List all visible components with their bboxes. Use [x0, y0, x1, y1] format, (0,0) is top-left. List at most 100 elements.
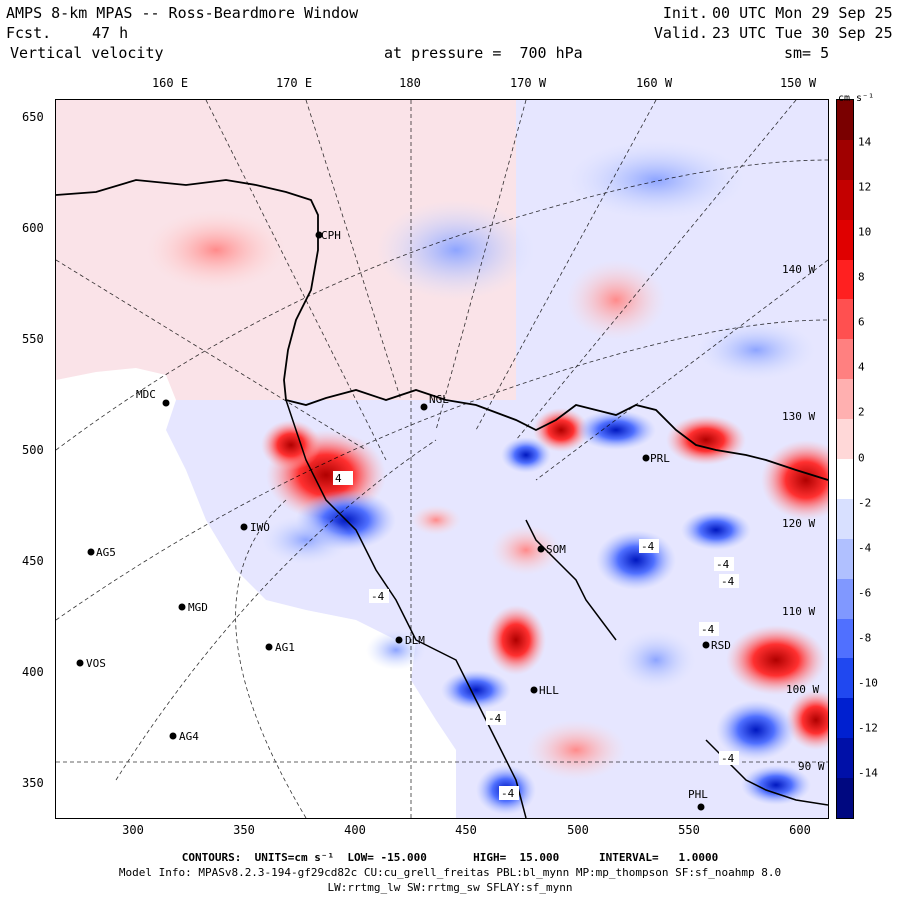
colorbar-tick: -12 — [858, 721, 878, 735]
station-label: SOM — [546, 543, 566, 556]
colorbar-tick: 10 — [858, 225, 872, 239]
station-label: HLL — [539, 684, 559, 697]
model-info: Model Info: MPASv8.2.3-194-gf29cd82c CU:… — [118, 866, 782, 879]
contour-label: -4 — [716, 558, 730, 571]
contour-label-box — [714, 557, 734, 571]
inner-lon-label: 120 W — [782, 517, 815, 530]
station-label: IWO — [250, 521, 270, 534]
station-label: AG1 — [275, 641, 295, 654]
x-tick: 600 — [789, 823, 811, 837]
inner-lon-label: 130 W — [782, 410, 815, 423]
physics-info: LW:rrtmg_lw SW:rrtmg_sw SFLAY:sf_mynn — [327, 881, 573, 894]
inner-lon-label: 90 W — [798, 760, 825, 773]
colorbar-segment — [837, 578, 853, 620]
y-tick: 500 — [22, 443, 44, 457]
inner-lon-label: 100 W — [786, 683, 819, 696]
contour-label: -4 — [641, 540, 655, 553]
colorbar-segment — [837, 459, 853, 500]
lon-label: 170 E — [275, 76, 313, 90]
colorbar-segment — [837, 259, 853, 300]
contour-label-box — [639, 539, 659, 553]
contour-label-box — [719, 574, 739, 588]
contour-label: -4 — [488, 712, 502, 725]
colorbar — [836, 99, 854, 819]
station-label: AG4 — [179, 730, 199, 743]
contour-label-box — [333, 471, 353, 485]
x-tick: 350 — [233, 823, 255, 837]
map-canvas: CPH MDC NGL PRL AG5 IWO SOM MGD AG1 DLM VOS AG4 HLL R… — [56, 100, 828, 818]
valid-label: Valid. — [653, 24, 708, 42]
colorbar-segment — [837, 299, 853, 340]
colorbar-tick: -6 — [858, 586, 872, 600]
colorbar-tick: 2 — [858, 405, 865, 419]
colorbar-segment — [837, 139, 853, 181]
y-tick: 400 — [22, 665, 44, 679]
contour-labels: 4 -4 -4 -4 -4 -4 -4 -4 -4 — [333, 471, 739, 800]
x-tick: 300 — [122, 823, 144, 837]
station-label: PRL — [650, 452, 670, 465]
colorbar-segment — [837, 379, 853, 420]
lon-label: 150 W — [779, 76, 817, 90]
y-tick: 600 — [22, 221, 44, 235]
forecast-hour: 47 h — [92, 24, 129, 42]
contour-label: 4 — [335, 472, 342, 485]
colorbar-tick: 4 — [858, 360, 865, 374]
smoothing-value: sm= 5 — [784, 44, 830, 62]
y-tick: 550 — [22, 332, 44, 346]
inner-lon-label: 140 W — [782, 263, 815, 276]
pressure-level: at pressure = 700 hPa — [384, 44, 583, 62]
colorbar-segment — [837, 419, 853, 460]
station-label: CPH — [321, 229, 341, 242]
init-label: Init. — [662, 4, 708, 22]
station-labels: CPH MDC NGL PRL AG5 IWO SOM MGD AG1 DLM VOS AG4 HLL R… — [86, 229, 731, 801]
colorbar-segment — [837, 698, 853, 739]
lon-label: 160 W — [635, 76, 673, 90]
colorbar-segment — [837, 100, 853, 141]
station-label: VOS — [86, 657, 106, 670]
variable-name: Vertical velocity — [10, 44, 164, 62]
x-tick: 500 — [567, 823, 589, 837]
forecast-label: Fcst. — [6, 24, 52, 42]
contour-label-box — [499, 786, 519, 800]
valid-time: 23 UTC Tue 30 Sep 25 — [712, 24, 893, 42]
station-label: PHL — [688, 788, 708, 801]
contour-label-box — [699, 622, 719, 636]
map-panel: CPH MDC NGL PRL AG5 IWO SOM MGD AG1 DLM VOS AG4 HLL R… — [55, 99, 829, 819]
colorbar-units: cm s⁻¹ — [838, 93, 875, 104]
inner-lon-labels: 140 W 130 W 120 W 110 W 100 W 90 W — [782, 263, 825, 773]
contour-label: -4 — [721, 575, 735, 588]
lon-label: 170 W — [509, 76, 547, 90]
colorbar-tick: 14 — [858, 135, 872, 149]
colorbar-segment — [837, 658, 853, 699]
station-label: AG5 — [96, 546, 116, 559]
contours-info: CONTOURS: UNITS=cm s⁻¹ LOW= -15.000 HIGH… — [181, 851, 719, 864]
inner-lon-label: 110 W — [782, 605, 815, 618]
colorbar-tick: -8 — [858, 631, 872, 645]
contour-label: -4 — [371, 590, 385, 603]
station-label: DLM — [405, 634, 425, 647]
colorbar-segment — [837, 618, 853, 659]
lon-label: 160 E — [151, 76, 189, 90]
x-tick: 550 — [678, 823, 700, 837]
station-label: MGD — [188, 601, 208, 614]
station-label: NGL — [429, 393, 449, 406]
colorbar-segment — [837, 738, 853, 779]
colorbar-tick: -10 — [858, 676, 878, 690]
lon-label: 180 — [399, 76, 421, 90]
colorbar-tick: 12 — [858, 180, 872, 194]
colorbar-tick: 8 — [858, 270, 865, 284]
x-tick: 400 — [344, 823, 366, 837]
init-time: 00 UTC Mon 29 Sep 25 — [712, 4, 893, 22]
colorbar-tick: -2 — [858, 496, 872, 510]
contour-label-box — [369, 589, 389, 603]
contour-label: -4 — [501, 787, 515, 800]
station-label: RSD — [711, 639, 731, 652]
contour-label: -4 — [701, 623, 715, 636]
colorbar-segment — [837, 498, 853, 540]
plot-title: AMPS 8-km MPAS -- Ross-Beardmore Window — [6, 4, 359, 22]
y-tick: 650 — [22, 110, 44, 124]
colorbar-segment — [837, 538, 853, 580]
colorbar-segment — [837, 179, 853, 221]
colorbar-tick: 6 — [858, 315, 865, 329]
contour-label-box — [486, 711, 506, 725]
